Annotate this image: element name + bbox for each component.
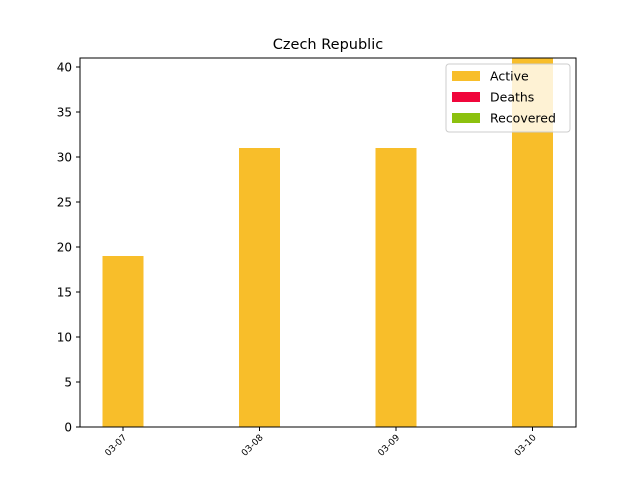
plot-frame — [79, 57, 577, 428]
bar-active-03-08 — [239, 148, 280, 427]
y-tick-label: 15 — [57, 286, 72, 300]
y-tick-label: 35 — [57, 106, 72, 120]
chart-title: Czech Republic — [273, 37, 383, 53]
legend-swatch-active — [452, 71, 480, 81]
y-tick-label: 20 — [57, 241, 72, 255]
y-tick-label: 5 — [64, 376, 72, 390]
legend: Active Deaths Recovered — [445, 63, 571, 133]
legend-label-recovered: Recovered — [490, 111, 556, 126]
x-tick-label: 03-09 — [377, 433, 403, 459]
legend-swatch-deaths — [452, 92, 480, 102]
y-tick-label: 25 — [57, 196, 72, 210]
x-tick-label: 03-10 — [513, 433, 539, 459]
bar-active-03-07 — [102, 256, 144, 427]
y-tick-label: 0 — [64, 421, 72, 435]
y-tick-label: 30 — [57, 151, 72, 165]
x-tick-label: 03-07 — [104, 433, 130, 459]
y-tick-label: 10 — [57, 331, 72, 345]
bar-active-03-09 — [375, 148, 417, 427]
legend-swatch-recovered — [452, 113, 480, 123]
y-tick-label: 40 — [57, 61, 72, 75]
legend-label-deaths: Deaths — [490, 90, 534, 105]
x-tick-label: 03-08 — [240, 433, 266, 459]
legend-label-active: Active — [490, 69, 529, 84]
